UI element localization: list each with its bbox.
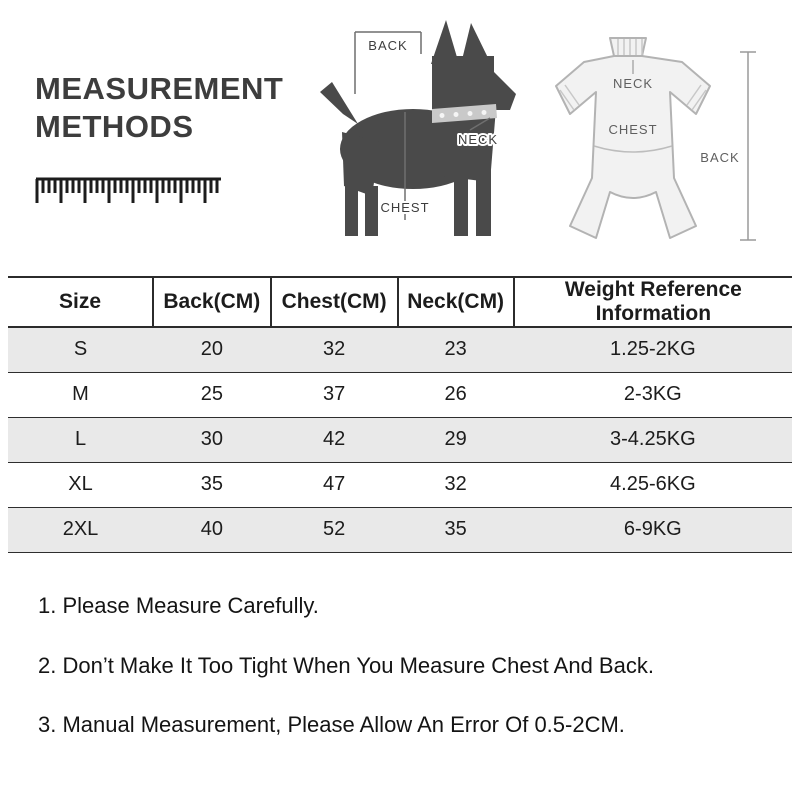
- page-title-line1: MEASUREMENT: [35, 71, 284, 106]
- dog-collar-band: [432, 104, 497, 123]
- page-title-line2: METHODS: [35, 109, 194, 144]
- garment-measurement-illustration: NECK CHEST BACK: [555, 37, 756, 241]
- cell-neck: 35: [397, 507, 514, 553]
- collar-stud: [453, 112, 459, 117]
- back-dimension-line: [740, 51, 756, 241]
- dog-front-leg: [476, 162, 491, 236]
- header-neck: Neck(CM): [396, 276, 514, 328]
- ruler-icon: [35, 177, 221, 203]
- cell-weight: 4.25-6KG: [513, 462, 792, 508]
- collar-stud: [481, 110, 487, 115]
- cell-size: L: [8, 417, 154, 463]
- dog-measurement-illustration: BACK NECK CHEST: [320, 20, 516, 236]
- cell-chest: 52: [270, 507, 398, 553]
- cell-back: 40: [153, 507, 271, 553]
- cell-size: M: [8, 372, 154, 418]
- header-weight: Weight Reference Information: [512, 276, 792, 328]
- dog-hind-thigh: [342, 132, 380, 196]
- cell-back: 30: [153, 417, 271, 463]
- header-back: Back(CM): [152, 276, 271, 328]
- collar-stud: [467, 111, 473, 116]
- cell-neck: 23: [397, 327, 514, 373]
- cell-neck: 26: [397, 372, 514, 418]
- cell-weight: 2-3KG: [513, 372, 792, 418]
- dog-front-leg-back: [454, 172, 468, 236]
- cell-back: 25: [153, 372, 271, 418]
- dog-neck-label: NECK: [458, 132, 498, 147]
- note-3: 3. Manual Measurement, Please Allow An E…: [38, 712, 625, 737]
- cell-chest: 47: [270, 462, 398, 508]
- garment-outline: [555, 37, 711, 239]
- collar-rib-lines: [617, 39, 643, 55]
- cell-size: S: [8, 327, 154, 373]
- neck-measure-line: [469, 117, 491, 131]
- collar-stud: [439, 113, 445, 118]
- dog-head: [432, 56, 494, 110]
- dog-tail: [320, 82, 358, 124]
- dog-muzzle: [494, 72, 516, 110]
- ruler-ticks: [35, 177, 221, 203]
- cell-weight: 1.25-2KG: [513, 327, 792, 373]
- dog-ear-right: [461, 23, 491, 64]
- garment-body: [555, 55, 711, 239]
- table-row-s: S 20 32 23 1.25-2KG: [8, 327, 792, 373]
- table-row-xl: XL 35 47 32 4.25-6KG: [8, 462, 792, 508]
- table-header-row: Size Back(CM) Chest(CM) Neck(CM) Weight …: [8, 276, 792, 328]
- dog-hind-leg: [365, 186, 378, 236]
- right-cuff-rib-lines: [686, 84, 707, 111]
- page-title: MEASUREMENT METHODS: [35, 70, 283, 146]
- cell-chest: 37: [270, 372, 398, 418]
- cell-neck: 32: [397, 462, 514, 508]
- garment-chest-label: CHEST: [608, 122, 657, 137]
- header-size: Size: [8, 276, 154, 328]
- note-1: 1. Please Measure Carefully.: [38, 593, 319, 618]
- size-table: Size Back(CM) Chest(CM) Neck(CM) Weight …: [8, 276, 792, 553]
- dog-chest-label: CHEST: [380, 200, 429, 215]
- dog-measure-lines: [354, 31, 491, 220]
- measurement-notes: 1. Please Measure Carefully. 2. Don’t Ma…: [38, 592, 768, 771]
- dog-silhouette: [320, 20, 516, 236]
- garment-collar: [609, 37, 647, 57]
- cell-size: 2XL: [8, 507, 154, 553]
- table-row-m: M 25 37 26 2-3KG: [8, 372, 792, 418]
- back-measure-line: [354, 31, 422, 94]
- note-2: 2. Don’t Make It Too Tight When You Meas…: [38, 652, 654, 678]
- garment-back-dimension: [740, 51, 756, 241]
- table-row-l: L 30 42 29 3-4.25KG: [8, 417, 792, 463]
- left-cuff-rib-lines: [559, 84, 580, 111]
- cell-chest: 42: [270, 417, 398, 463]
- header-chest: Chest(CM): [269, 276, 398, 328]
- garment-back-label: BACK: [700, 150, 739, 165]
- garment-rib-lines: [559, 39, 707, 111]
- cell-back: 35: [153, 462, 271, 508]
- cell-chest: 32: [270, 327, 398, 373]
- cell-back: 20: [153, 327, 271, 373]
- garment-chest-line: [593, 145, 673, 153]
- cell-weight: 6-9KG: [513, 507, 792, 553]
- dog-back-label: BACK: [368, 38, 407, 53]
- cell-neck: 29: [397, 417, 514, 463]
- cell-size: XL: [8, 462, 154, 508]
- dog-collar: [432, 104, 497, 123]
- dog-hind-leg-back: [345, 182, 358, 236]
- dog-ear-left: [431, 20, 459, 64]
- cell-weight: 3-4.25KG: [513, 417, 792, 463]
- table-row-2xl: 2XL 40 52 35 6-9KG: [8, 507, 792, 553]
- garment-neck-label: NECK: [613, 76, 653, 91]
